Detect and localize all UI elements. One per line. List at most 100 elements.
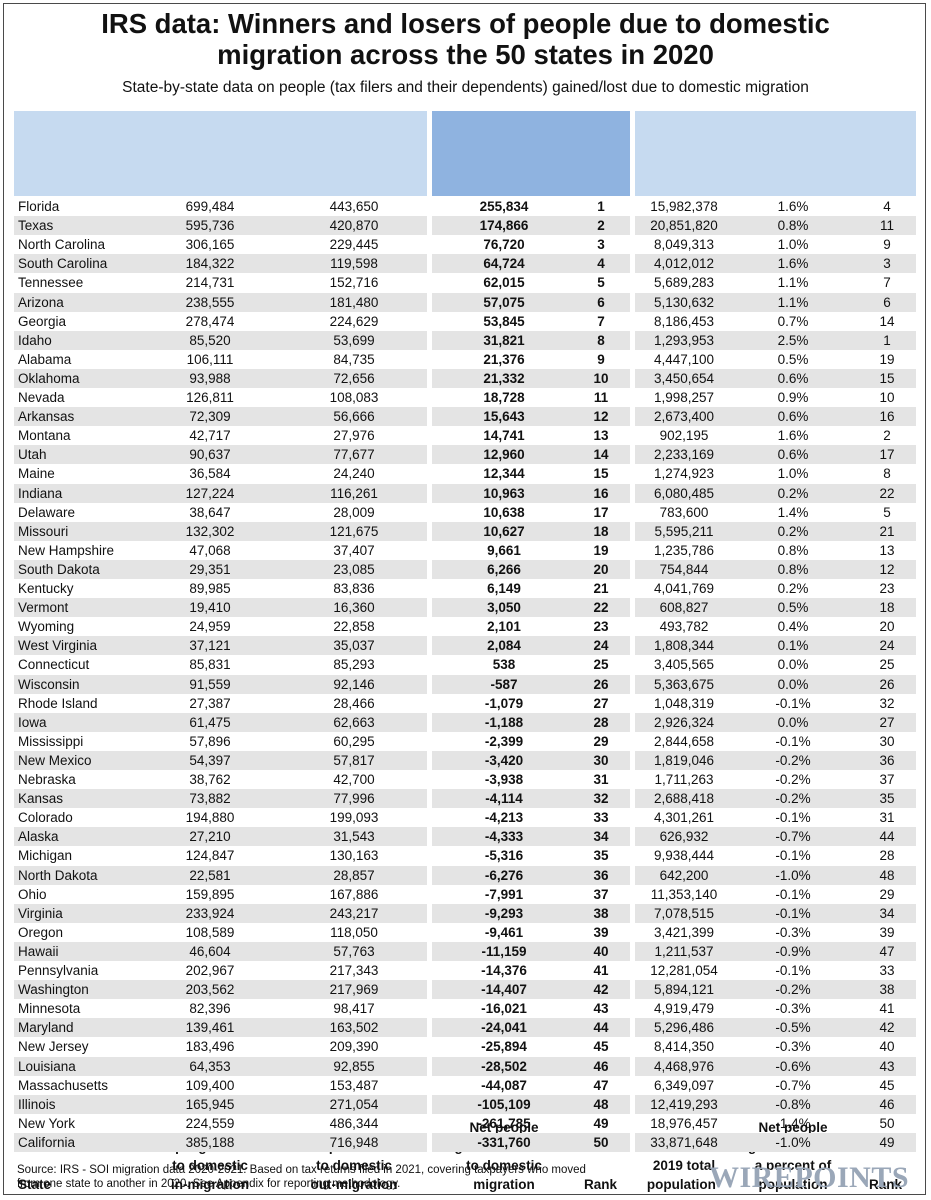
cell-state: South Carolina bbox=[18, 256, 108, 272]
cell-state: Idaho bbox=[18, 332, 52, 348]
cell-gained: 183,496 bbox=[185, 1039, 235, 1055]
cell-state: North Dakota bbox=[18, 867, 98, 883]
cell-population: 2,673,400 bbox=[653, 409, 715, 425]
row-stripe bbox=[14, 216, 427, 236]
cell-rank: 18 bbox=[593, 523, 609, 539]
subtitle: State-by-state data on people (tax filer… bbox=[122, 79, 809, 96]
cell-gained: 27,387 bbox=[189, 695, 231, 711]
table-row: Missouri 132,302 121,675 10,627 18 5,595,211 0… bbox=[0, 522, 931, 541]
cell-percent: -0.1% bbox=[775, 886, 811, 902]
cell-population: 2,233,169 bbox=[653, 447, 715, 463]
cell-population: 626,932 bbox=[659, 829, 709, 845]
cell-rank: 37 bbox=[593, 886, 609, 902]
cell-lost: 199,093 bbox=[329, 810, 379, 826]
cell-gained: 203,562 bbox=[185, 982, 235, 998]
row-stripe bbox=[635, 330, 916, 350]
cell-gained: 385,188 bbox=[185, 1134, 235, 1150]
cell-state: Kansas bbox=[18, 791, 64, 807]
cell-state: Iowa bbox=[18, 714, 47, 730]
cell-net: 174,866 bbox=[479, 218, 529, 234]
cell-rank: 26 bbox=[593, 676, 609, 692]
cell-percent: 0.8% bbox=[777, 561, 809, 577]
cell-percent-rank: 16 bbox=[879, 409, 895, 425]
cell-net: -4,213 bbox=[484, 810, 524, 826]
cell-lost: 119,598 bbox=[330, 256, 378, 272]
header-gained-line: to domestic bbox=[172, 1158, 248, 1173]
cell-state: Vermont bbox=[18, 600, 69, 616]
cell-percent-rank: 19 bbox=[879, 351, 895, 367]
title-line-1: IRS data: Winners and losers of people d… bbox=[101, 8, 830, 39]
row-stripe bbox=[635, 521, 916, 541]
cell-percent: -0.8% bbox=[775, 1096, 811, 1112]
table-row: Wyoming 24,959 22,858 2,101 23 493,782 0.4% 20 bbox=[0, 617, 931, 636]
row-stripe bbox=[432, 368, 630, 388]
cell-lost: 217,343 bbox=[329, 963, 379, 978]
cell-state: North Carolina bbox=[18, 237, 106, 253]
cell-gained: 126,811 bbox=[186, 390, 234, 405]
cell-gained: 64,353 bbox=[189, 1058, 231, 1074]
cell-gained: 29,351 bbox=[189, 561, 231, 577]
cell-net: -2,399 bbox=[484, 733, 524, 749]
cell-lost: 37,407 bbox=[333, 542, 375, 558]
cell-percent-rank: 41 bbox=[879, 1001, 895, 1017]
cell-state: Minnesota bbox=[18, 1001, 81, 1017]
row-stripe bbox=[14, 521, 427, 541]
cell-percent: -0.1% bbox=[775, 905, 811, 921]
cell-population: 902,195 bbox=[659, 428, 709, 444]
cell-net: 10,638 bbox=[483, 504, 525, 520]
row-stripe bbox=[14, 636, 427, 656]
cell-percent-rank: 46 bbox=[879, 1096, 895, 1112]
cell-percent: -0.7% bbox=[775, 1077, 811, 1093]
cell-gained: 108,589 bbox=[185, 924, 235, 940]
row-stripe bbox=[432, 865, 630, 885]
cell-net: 31,821 bbox=[483, 332, 525, 348]
row-stripe bbox=[635, 368, 916, 388]
cell-gained: 106,111 bbox=[186, 351, 234, 367]
table-row: California 385,188 716,948 -331,760 50 33,871… bbox=[0, 1133, 931, 1152]
cell-percent: -0.1% bbox=[775, 963, 811, 978]
table-row: Oklahoma 93,988 72,656 21,332 10 3,450,654 0.6… bbox=[0, 369, 931, 388]
cell-percent-rank: 10 bbox=[879, 390, 895, 405]
row-stripe bbox=[635, 903, 916, 923]
cell-net: 64,724 bbox=[483, 256, 525, 272]
cell-population: 6,080,485 bbox=[653, 485, 715, 501]
table-row: Kentucky 89,985 83,836 6,149 21 4,041,769 0.2%… bbox=[0, 579, 931, 598]
table-row: Michigan 124,847 130,163 -5,316 35 9,938,444 -… bbox=[0, 846, 931, 865]
cell-percent-rank: 36 bbox=[879, 752, 895, 768]
cell-rank: 21 bbox=[593, 581, 609, 596]
table-row: Idaho 85,520 53,699 31,821 8 1,293,953 2.5% 1 bbox=[0, 331, 931, 350]
cell-gained: 306,165 bbox=[185, 237, 235, 253]
cell-lost: 27,976 bbox=[333, 428, 375, 444]
cell-rank: 43 bbox=[593, 1001, 609, 1017]
cell-population: 20,851,820 bbox=[650, 218, 718, 234]
row-stripe bbox=[432, 827, 630, 847]
row-stripe bbox=[635, 407, 916, 427]
cell-lost: 209,390 bbox=[329, 1039, 379, 1055]
cell-net: 6,266 bbox=[487, 561, 521, 577]
cell-rank: 33 bbox=[593, 810, 609, 826]
cell-lost: 84,735 bbox=[333, 351, 375, 367]
row-stripe bbox=[14, 1132, 427, 1152]
cell-rank: 2 bbox=[597, 218, 605, 234]
cell-rank: 38 bbox=[593, 905, 609, 921]
table-row: Louisiana 64,353 92,855 -28,502 46 4,468,976 -… bbox=[0, 1057, 931, 1076]
row-stripe bbox=[432, 330, 630, 350]
cell-net: -44,087 bbox=[481, 1077, 527, 1093]
header-lost-line: to domestic bbox=[316, 1158, 392, 1173]
header-net-line: Net people bbox=[469, 1120, 539, 1135]
cell-percent-rank: 12 bbox=[879, 561, 895, 577]
cell-state: Wyoming bbox=[18, 619, 75, 635]
cell-gained: 127,224 bbox=[185, 485, 235, 501]
cell-population: 12,281,054 bbox=[650, 963, 718, 978]
table-row: New York 224,559 486,344 -261,785 49 18,976,4… bbox=[0, 1114, 931, 1133]
cell-rank: 9 bbox=[597, 351, 605, 367]
row-stripe bbox=[14, 903, 427, 923]
cell-net: -11,159 bbox=[481, 943, 527, 959]
header-net-line: to domestic bbox=[466, 1158, 542, 1173]
cell-percent-rank: 7 bbox=[883, 275, 891, 291]
cell-rank: 11 bbox=[593, 390, 609, 405]
cell-state: Massachusetts bbox=[18, 1077, 109, 1093]
row-stripe bbox=[14, 1056, 427, 1076]
row-stripe bbox=[432, 445, 630, 465]
cell-state: Maryland bbox=[18, 1020, 74, 1036]
